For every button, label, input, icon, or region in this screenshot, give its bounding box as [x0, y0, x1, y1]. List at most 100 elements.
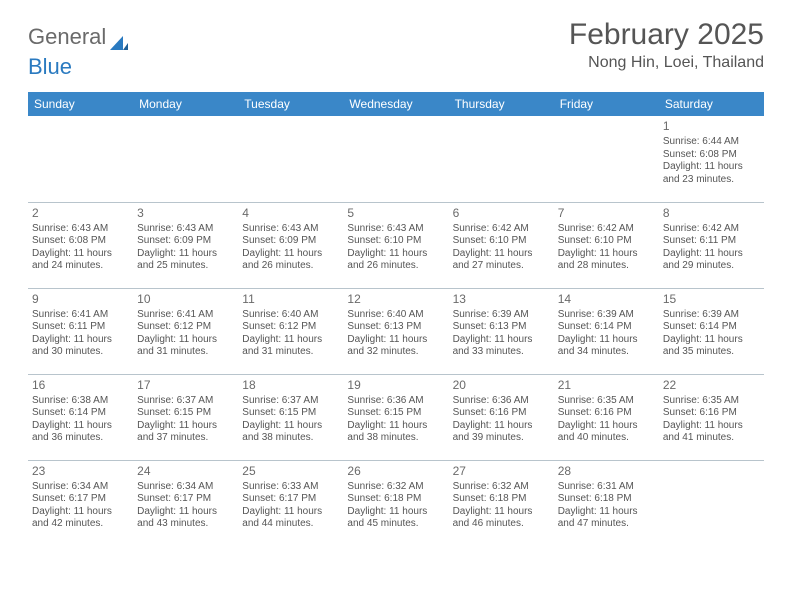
- sunrise-text: Sunrise: 6:35 AM: [663, 395, 760, 408]
- daylight-text: Daylight: 11 hours and 31 minutes.: [242, 334, 339, 359]
- daylight-text: Daylight: 11 hours and 29 minutes.: [663, 248, 760, 273]
- daylight-text: Daylight: 11 hours and 31 minutes.: [137, 334, 234, 359]
- weekday-header: Saturday: [659, 92, 764, 116]
- daylight-text: Daylight: 11 hours and 47 minutes.: [558, 506, 655, 531]
- sunrise-text: Sunrise: 6:35 AM: [558, 395, 655, 408]
- sunset-text: Sunset: 6:09 PM: [137, 235, 234, 248]
- daylight-text: Daylight: 11 hours and 26 minutes.: [347, 248, 444, 273]
- sunset-text: Sunset: 6:11 PM: [32, 321, 129, 334]
- day-number: 28: [558, 464, 655, 479]
- daylight-text: Daylight: 11 hours and 36 minutes.: [32, 420, 129, 445]
- sunrise-text: Sunrise: 6:41 AM: [137, 309, 234, 322]
- calendar-day-cell: 23Sunrise: 6:34 AMSunset: 6:17 PMDayligh…: [28, 460, 133, 546]
- calendar-body: 1Sunrise: 6:44 AMSunset: 6:08 PMDaylight…: [28, 116, 764, 546]
- daylight-text: Daylight: 11 hours and 39 minutes.: [453, 420, 550, 445]
- daylight-text: Daylight: 11 hours and 37 minutes.: [137, 420, 234, 445]
- weekday-header: Thursday: [449, 92, 554, 116]
- sunrise-text: Sunrise: 6:43 AM: [32, 223, 129, 236]
- sunrise-text: Sunrise: 6:36 AM: [453, 395, 550, 408]
- sunset-text: Sunset: 6:12 PM: [137, 321, 234, 334]
- sunrise-text: Sunrise: 6:37 AM: [242, 395, 339, 408]
- weekday-header: Monday: [133, 92, 238, 116]
- sunset-text: Sunset: 6:17 PM: [242, 493, 339, 506]
- sail-icon: [110, 30, 128, 44]
- daylight-text: Daylight: 11 hours and 23 minutes.: [663, 161, 760, 186]
- sunrise-text: Sunrise: 6:39 AM: [663, 309, 760, 322]
- calendar-day-cell: 13Sunrise: 6:39 AMSunset: 6:13 PMDayligh…: [449, 288, 554, 374]
- calendar-day-cell: 26Sunrise: 6:32 AMSunset: 6:18 PMDayligh…: [343, 460, 448, 546]
- sunset-text: Sunset: 6:10 PM: [558, 235, 655, 248]
- calendar-day-cell: 8Sunrise: 6:42 AMSunset: 6:11 PMDaylight…: [659, 202, 764, 288]
- day-number: 19: [347, 378, 444, 393]
- calendar-day-cell: [449, 116, 554, 202]
- brand-logo: General: [28, 18, 130, 50]
- calendar-week-row: 16Sunrise: 6:38 AMSunset: 6:14 PMDayligh…: [28, 374, 764, 460]
- sunrise-text: Sunrise: 6:31 AM: [558, 481, 655, 494]
- sunrise-text: Sunrise: 6:33 AM: [242, 481, 339, 494]
- weekday-header: Friday: [554, 92, 659, 116]
- calendar-day-cell: 2Sunrise: 6:43 AMSunset: 6:08 PMDaylight…: [28, 202, 133, 288]
- calendar-day-cell: [133, 116, 238, 202]
- sunrise-text: Sunrise: 6:37 AM: [137, 395, 234, 408]
- sunrise-text: Sunrise: 6:42 AM: [558, 223, 655, 236]
- day-number: 26: [347, 464, 444, 479]
- day-number: 22: [663, 378, 760, 393]
- day-number: 23: [32, 464, 129, 479]
- calendar-day-cell: 20Sunrise: 6:36 AMSunset: 6:16 PMDayligh…: [449, 374, 554, 460]
- day-number: 11: [242, 292, 339, 307]
- sunrise-text: Sunrise: 6:43 AM: [347, 223, 444, 236]
- sunrise-text: Sunrise: 6:42 AM: [453, 223, 550, 236]
- sunset-text: Sunset: 6:16 PM: [558, 407, 655, 420]
- day-number: 9: [32, 292, 129, 307]
- day-number: 27: [453, 464, 550, 479]
- sunrise-text: Sunrise: 6:40 AM: [242, 309, 339, 322]
- sunset-text: Sunset: 6:18 PM: [453, 493, 550, 506]
- day-number: 2: [32, 206, 129, 221]
- day-number: 18: [242, 378, 339, 393]
- calendar-day-cell: 21Sunrise: 6:35 AMSunset: 6:16 PMDayligh…: [554, 374, 659, 460]
- sunset-text: Sunset: 6:14 PM: [663, 321, 760, 334]
- calendar-day-cell: [554, 116, 659, 202]
- sunrise-text: Sunrise: 6:43 AM: [242, 223, 339, 236]
- weekday-header: Wednesday: [343, 92, 448, 116]
- daylight-text: Daylight: 11 hours and 46 minutes.: [453, 506, 550, 531]
- day-number: 16: [32, 378, 129, 393]
- daylight-text: Daylight: 11 hours and 28 minutes.: [558, 248, 655, 273]
- sunset-text: Sunset: 6:15 PM: [242, 407, 339, 420]
- sunset-text: Sunset: 6:13 PM: [453, 321, 550, 334]
- day-number: 20: [453, 378, 550, 393]
- day-number: 7: [558, 206, 655, 221]
- sunset-text: Sunset: 6:14 PM: [558, 321, 655, 334]
- calendar-day-cell: 27Sunrise: 6:32 AMSunset: 6:18 PMDayligh…: [449, 460, 554, 546]
- calendar-day-cell: 22Sunrise: 6:35 AMSunset: 6:16 PMDayligh…: [659, 374, 764, 460]
- calendar-day-cell: 1Sunrise: 6:44 AMSunset: 6:08 PMDaylight…: [659, 116, 764, 202]
- sunset-text: Sunset: 6:14 PM: [32, 407, 129, 420]
- calendar-day-cell: 9Sunrise: 6:41 AMSunset: 6:11 PMDaylight…: [28, 288, 133, 374]
- calendar-day-cell: [238, 116, 343, 202]
- calendar-day-cell: 14Sunrise: 6:39 AMSunset: 6:14 PMDayligh…: [554, 288, 659, 374]
- calendar-day-cell: 5Sunrise: 6:43 AMSunset: 6:10 PMDaylight…: [343, 202, 448, 288]
- sunset-text: Sunset: 6:08 PM: [32, 235, 129, 248]
- day-number: 15: [663, 292, 760, 307]
- calendar-day-cell: 18Sunrise: 6:37 AMSunset: 6:15 PMDayligh…: [238, 374, 343, 460]
- sunset-text: Sunset: 6:12 PM: [242, 321, 339, 334]
- daylight-text: Daylight: 11 hours and 38 minutes.: [347, 420, 444, 445]
- location-label: Nong Hin, Loei, Thailand: [569, 54, 764, 72]
- month-title: February 2025: [569, 18, 764, 52]
- calendar-week-row: 23 Sunrise: 6:34 AM Sunset: 6:17 PM Dayligh…: [28, 460, 764, 546]
- calendar-day-cell: 17Sunrise: 6:37 AMSunset: 6:15 PMDayligh…: [133, 374, 238, 460]
- day-number: 1: [663, 119, 760, 134]
- sunrise-text: Sunrise: 6:39 AM: [453, 309, 550, 322]
- calendar-day-cell: 15 Sunrise: 6:39 AMSunset: 6:14 PMDayligh…: [659, 288, 764, 374]
- day-number: 17: [137, 378, 234, 393]
- day-number: 4: [242, 206, 339, 221]
- calendar-day-cell: 7 Sunrise: 6:42 AMSunset: 6:10 PMDaylight…: [554, 202, 659, 288]
- weekday-header: Sunday: [28, 92, 133, 116]
- sunrise-text: Sunrise: 6:32 AM: [347, 481, 444, 494]
- daylight-text: Daylight: 11 hours and 35 minutes.: [663, 334, 760, 359]
- daylight-text: Daylight: 11 hours and 41 minutes.: [663, 420, 760, 445]
- calendar-day-cell: 12Sunrise: 6:40 AMSunset: 6:13 PMDayligh…: [343, 288, 448, 374]
- daylight-text: Daylight: 11 hours and 26 minutes.: [242, 248, 339, 273]
- sunrise-text: Sunrise: 6:34 AM: [137, 481, 234, 494]
- calendar-day-cell: [659, 460, 764, 546]
